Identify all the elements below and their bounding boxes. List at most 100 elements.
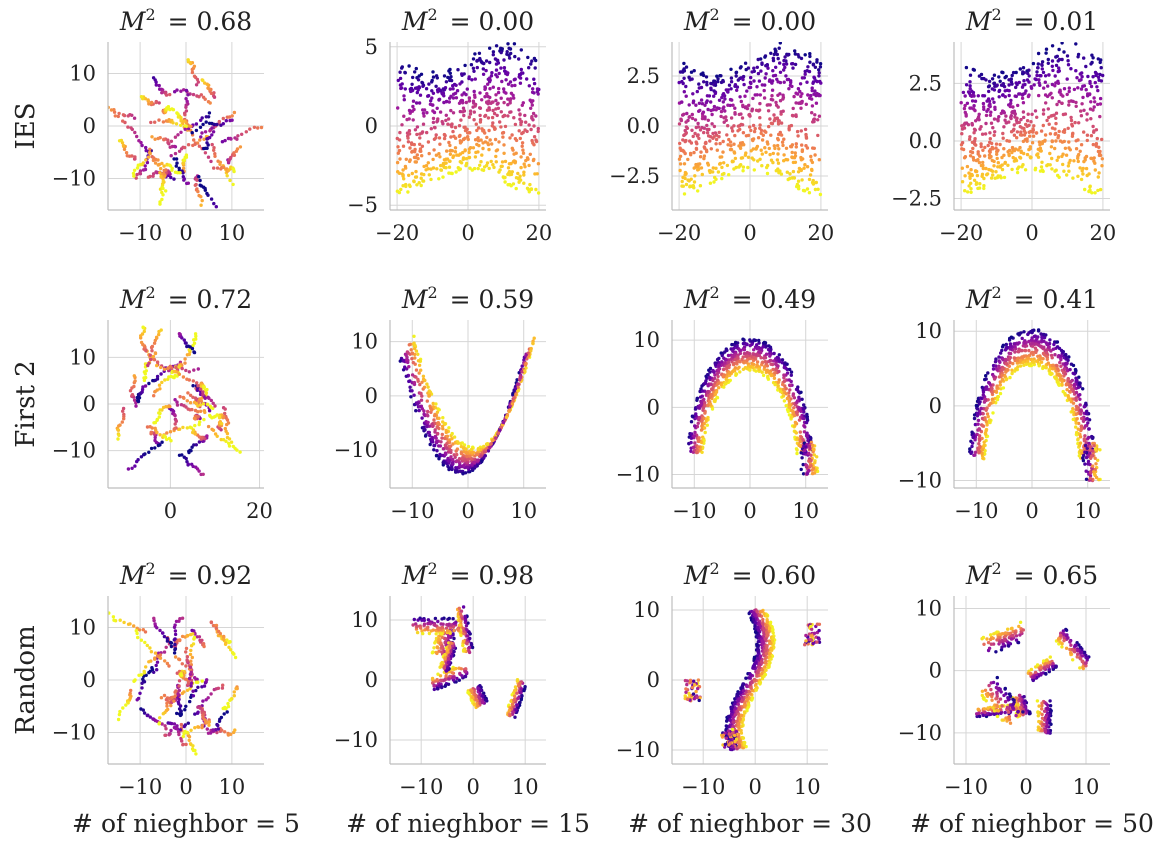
data-point (740, 123, 745, 127)
data-point (749, 75, 753, 80)
data-point (776, 384, 780, 388)
data-point (154, 80, 158, 84)
data-point (1029, 85, 1033, 89)
data-point (194, 128, 199, 133)
data-point (458, 160, 462, 164)
data-point (484, 68, 488, 73)
data-point (740, 357, 744, 362)
data-point (191, 384, 195, 388)
data-point (421, 122, 426, 126)
data-point (157, 101, 161, 105)
data-point (782, 58, 786, 63)
data-point (410, 82, 414, 87)
data-point (1057, 90, 1062, 94)
data-point (791, 169, 796, 174)
data-point (1043, 74, 1048, 78)
data-point (459, 441, 463, 446)
data-point (1053, 84, 1057, 88)
data-point (783, 65, 787, 70)
data-point (415, 90, 419, 95)
data-point (1014, 367, 1018, 371)
data-point (1046, 345, 1051, 350)
data-point (434, 133, 438, 137)
data-point (403, 164, 408, 169)
data-point (968, 73, 973, 77)
data-point (689, 141, 694, 145)
data-point (1010, 145, 1015, 150)
data-point (196, 189, 200, 194)
data-point (446, 117, 451, 121)
data-point (702, 126, 706, 130)
data-point (162, 168, 166, 173)
data-point (420, 416, 424, 420)
x-tick-label: 10 (792, 499, 819, 523)
data-point (530, 115, 534, 119)
data-point (183, 341, 188, 345)
data-point (697, 82, 701, 86)
data-point (1048, 132, 1053, 136)
data-point (412, 107, 416, 112)
data-point (222, 165, 226, 170)
data-point (747, 351, 752, 356)
data-point (534, 138, 538, 142)
data-point (774, 65, 778, 70)
data-point (795, 387, 800, 391)
data-point (738, 370, 742, 374)
y-tick-label: 0 (647, 395, 660, 419)
data-point (758, 93, 762, 97)
data-point (462, 72, 466, 76)
data-point (779, 133, 784, 137)
data-point (811, 466, 816, 471)
data-point (758, 101, 762, 106)
data-point (732, 142, 736, 146)
data-point (427, 430, 431, 435)
data-point (173, 151, 178, 156)
data-point (689, 177, 693, 181)
data-point (813, 187, 818, 192)
data-point (1068, 367, 1072, 372)
data-point (781, 394, 786, 398)
data-point (459, 451, 464, 456)
data-point (1026, 112, 1030, 116)
data-point (1049, 145, 1054, 149)
data-point (169, 374, 173, 379)
data-point (752, 129, 757, 134)
data-point (481, 67, 485, 71)
data-point (197, 422, 201, 427)
data-point (976, 94, 980, 98)
data-point (810, 471, 815, 476)
data-point (443, 443, 448, 447)
data-point (784, 387, 788, 391)
data-point (214, 205, 218, 209)
data-point (809, 458, 813, 463)
data-point (748, 125, 752, 129)
data-point (1050, 139, 1054, 143)
data-point (425, 130, 429, 135)
data-point (686, 178, 690, 182)
data-point (527, 123, 531, 127)
data-point (426, 140, 431, 144)
data-point (974, 169, 978, 174)
data-point (733, 83, 738, 87)
data-point (526, 157, 530, 161)
data-point (408, 184, 412, 189)
data-point (532, 336, 536, 340)
title-value: = 0.01 (1006, 7, 1099, 36)
y-tick-label: 2.5 (627, 64, 660, 88)
data-point (1028, 134, 1032, 138)
data-point (753, 126, 757, 131)
data-point (411, 99, 416, 103)
data-point (680, 100, 684, 104)
data-point (681, 184, 685, 188)
data-point (723, 109, 727, 113)
data-point (693, 441, 697, 445)
data-point (203, 130, 208, 134)
data-point (1056, 134, 1061, 138)
data-point (192, 416, 197, 421)
data-point (117, 139, 122, 143)
data-point (413, 128, 418, 132)
data-point (739, 112, 743, 116)
data-point (733, 369, 737, 373)
data-point (804, 445, 808, 449)
data-point (988, 137, 992, 141)
